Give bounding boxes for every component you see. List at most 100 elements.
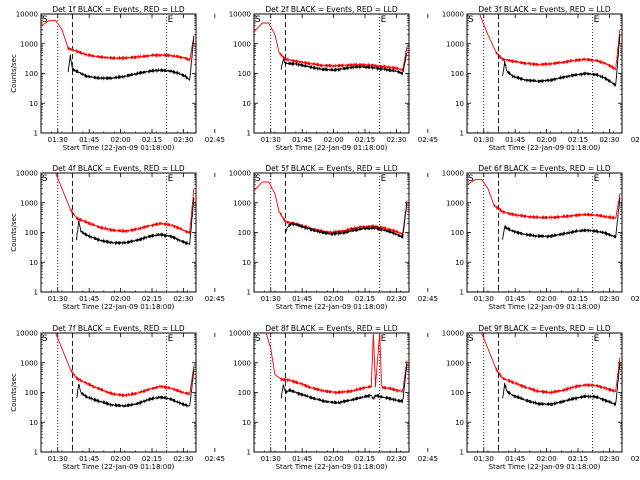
end-marker-label: E [594,174,600,184]
x-tick-label: 02:15 [142,136,162,144]
x-tick-label: 02:00 [111,295,131,303]
x-tick-label: 01:45 [79,136,99,144]
y-tick-label: 1000 [446,359,464,367]
start-marker-label: S [42,15,48,25]
x-tick-label: 02:15 [568,455,588,463]
y-tick-label: 10000 [16,170,38,178]
start-marker-label: S [468,174,474,184]
x-tick-label: 02:45 [418,455,438,463]
y-tick-label: 10 [242,259,251,267]
y-tick-label: 10 [455,259,464,267]
panel-title: Det 7f BLACK = Events, RED = LLD [52,324,185,333]
y-tick-label: 10 [455,100,464,108]
panel-5: 1 10 100 1000 10000 01:30 01:45 02:00 02:15 02:30… [229,164,438,311]
y-tick-label: 1 [247,449,251,457]
x-tick-label: 01:45 [505,136,525,144]
y-tick-label: 1 [247,289,251,297]
panel-title: Det 2f BLACK = Events, RED = LLD [265,5,398,14]
panel-2: 1 10 100 1000 10000 01:30 01:45 02:00 02:15 02:30… [229,5,438,152]
x-tick-label: 01:30 [474,136,494,144]
plot-frame [40,172,197,293]
x-tick-label: 02:30 [599,136,619,144]
plot-frame [466,13,623,134]
series-events-line [502,34,621,87]
y-tick-label: 100 [238,70,251,78]
x-axis-label: Start Time (22-Jan-09 01:18:00) [63,144,175,152]
y-tick-label: 10000 [229,330,251,338]
y-tick-label: 10 [29,259,38,267]
start-marker-label: S [42,334,48,344]
y-tick-label: 1000 [20,359,38,367]
x-tick-label: 02:30 [386,136,406,144]
panel-6: 1 10 100 1000 10000 01:30 01:45 02:00 02:15 02:30… [442,164,640,311]
x-axis-label: Start Time (22-Jan-09 01:18:00) [276,303,388,311]
y-tick-label: 1000 [20,199,38,207]
x-tick-label: 02:45 [205,136,225,144]
series-lld-line [55,173,195,235]
panel-3: 1 10 100 1000 10000 01:30 01:45 02:00 02:15 02:30… [442,5,640,152]
y-axis-label: Counts/sec [10,213,18,252]
y-tick-label: 10000 [442,170,464,178]
end-marker-label: E [168,174,174,184]
end-marker-label: E [381,15,387,25]
x-tick-label: 01:30 [474,455,494,463]
y-tick-label: 100 [25,70,38,78]
x-tick-label: 01:30 [261,455,281,463]
panel-9: 1 10 100 1000 10000 01:30 01:45 02:00 02:15 02:30… [442,324,640,471]
y-axis-label: Counts/sec [10,54,18,93]
plot-frame [40,332,197,453]
series-lld-line [265,333,408,396]
y-tick-label: 1 [247,130,251,138]
start-marker-label: S [468,334,474,344]
x-tick-label: 02:30 [599,295,619,303]
y-tick-label: 10000 [229,170,251,178]
x-tick-label: 02:45 [205,295,225,303]
plot-frame [253,332,410,453]
y-tick-label: 100 [238,389,251,397]
y-tick-label: 10000 [442,11,464,19]
y-tick-label: 10 [29,100,38,108]
plot-frame [253,13,410,134]
y-tick-label: 1 [34,449,38,457]
x-tick-label: 02:45 [631,295,640,303]
x-tick-label: 01:45 [79,295,99,303]
series-lld-line [478,14,621,71]
x-tick-label: 01:45 [505,455,525,463]
y-tick-label: 1 [34,130,38,138]
y-tick-label: 10 [455,419,464,427]
x-tick-label: 02:00 [111,455,131,463]
y-tick-label: 100 [451,229,464,237]
panel-title: Det 8f BLACK = Events, RED = LLD [265,324,398,333]
series-events-line [76,369,195,408]
x-tick-label: 02:15 [355,295,375,303]
x-tick-label: 02:00 [324,136,344,144]
y-tick-label: 10000 [16,11,38,19]
y-tick-label: 1 [34,289,38,297]
series-lld-line [55,333,195,398]
x-tick-label: 02:45 [631,136,640,144]
end-marker-label: E [594,334,600,344]
y-tick-label: 1 [460,449,464,457]
panel-title: Det 5f BLACK = Events, RED = LLD [265,164,398,173]
x-tick-label: 02:15 [355,455,375,463]
x-tick-label: 02:45 [205,455,225,463]
panel-title: Det 3f BLACK = Events, RED = LLD [478,5,611,14]
x-tick-label: 02:15 [142,455,162,463]
end-marker-label: E [381,174,387,184]
x-tick-label: 02:30 [173,455,193,463]
end-marker-label: E [168,15,174,25]
y-tick-label: 100 [25,229,38,237]
y-tick-label: 1000 [233,199,251,207]
x-tick-label: 02:00 [111,136,131,144]
start-marker-label: S [255,334,261,344]
x-tick-label: 02:30 [599,455,619,463]
series-events-line [284,202,408,239]
plot-frame [466,172,623,293]
y-tick-label: 1000 [233,40,251,48]
x-tick-label: 01:45 [79,455,99,463]
start-marker-label: S [42,174,48,184]
x-tick-label: 02:00 [537,455,557,463]
x-tick-label: 02:15 [568,136,588,144]
y-tick-label: 10000 [229,11,251,19]
